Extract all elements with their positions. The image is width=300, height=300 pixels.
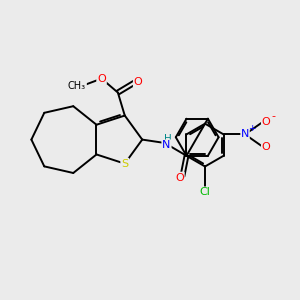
- Text: O: O: [262, 117, 270, 127]
- Text: N: N: [241, 129, 249, 140]
- Text: S: S: [121, 159, 128, 169]
- Text: N: N: [162, 140, 171, 150]
- Text: H: H: [164, 134, 172, 144]
- Text: O: O: [97, 74, 106, 84]
- Text: +: +: [248, 124, 255, 133]
- Text: Cl: Cl: [200, 187, 211, 197]
- Text: -: -: [271, 112, 275, 122]
- Text: O: O: [262, 142, 270, 152]
- Text: O: O: [134, 77, 142, 87]
- Text: CH₃: CH₃: [68, 81, 86, 91]
- Text: O: O: [175, 172, 184, 183]
